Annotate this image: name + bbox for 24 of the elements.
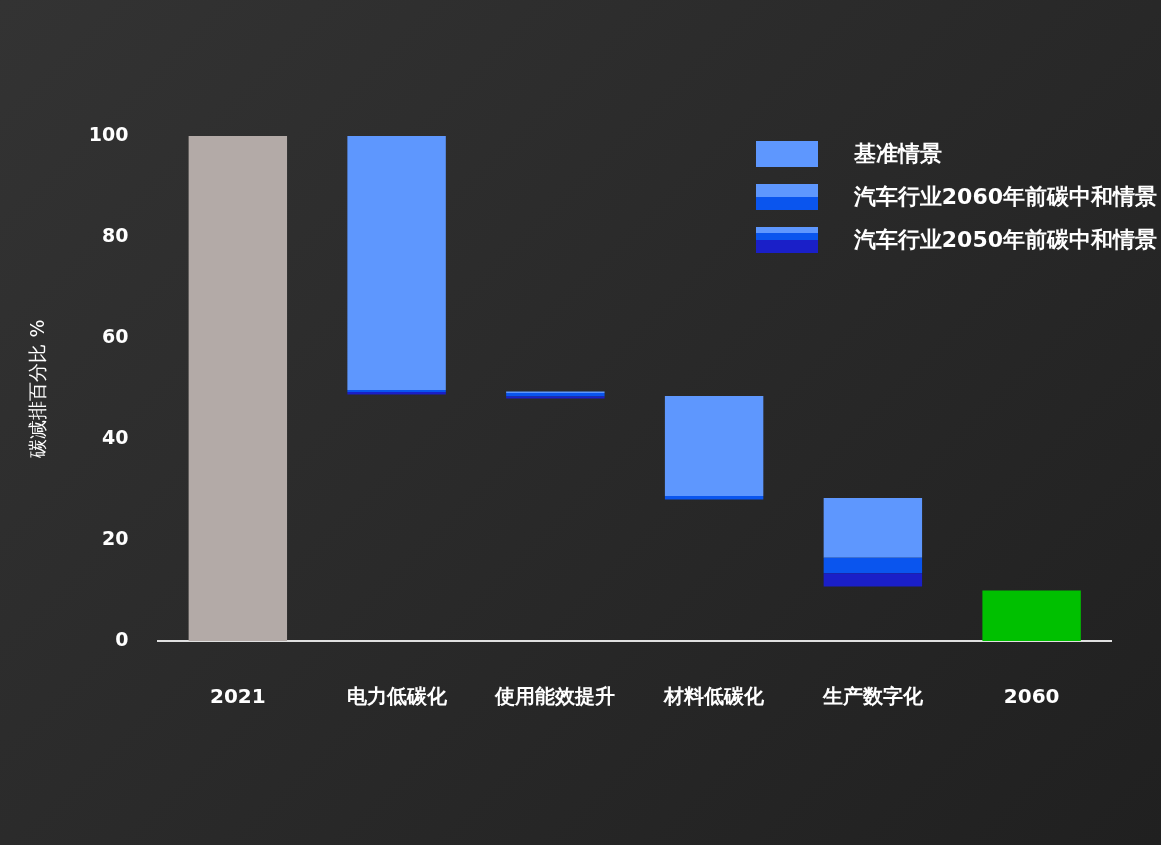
bar <box>823 498 923 558</box>
bar <box>664 496 764 500</box>
bar <box>823 557 923 574</box>
x-tick-label: 2060 <box>1003 684 1060 709</box>
y-axis-title: 碳减排百分比 % <box>26 319 49 459</box>
bar <box>982 590 1081 641</box>
legend-label: 汽车行业2050年前碳中和情景 <box>853 225 1157 254</box>
y-tick-label: 40 <box>102 425 129 448</box>
y-tick-label: 60 <box>102 324 129 347</box>
x-tick-label: 电力低碳化 <box>346 684 448 709</box>
legend-label: 基准情景 <box>853 139 942 168</box>
bar <box>347 136 446 391</box>
x-tick-label: 生产数字化 <box>821 684 924 709</box>
bar <box>664 396 764 497</box>
y-tick-label: 100 <box>88 122 129 145</box>
x-tick-label: 材料低碳化 <box>663 684 766 709</box>
legend-label: 汽车行业2060年前碳中和情景 <box>853 182 1157 211</box>
x-tick-label: 2021 <box>210 684 266 709</box>
bar <box>188 136 288 641</box>
y-tick-label: 80 <box>102 223 129 246</box>
y-tick-label: 20 <box>102 526 129 549</box>
y-tick-label: 0 <box>115 627 129 650</box>
x-tick-label: 使用能效提升 <box>494 684 616 709</box>
bar <box>823 573 923 587</box>
